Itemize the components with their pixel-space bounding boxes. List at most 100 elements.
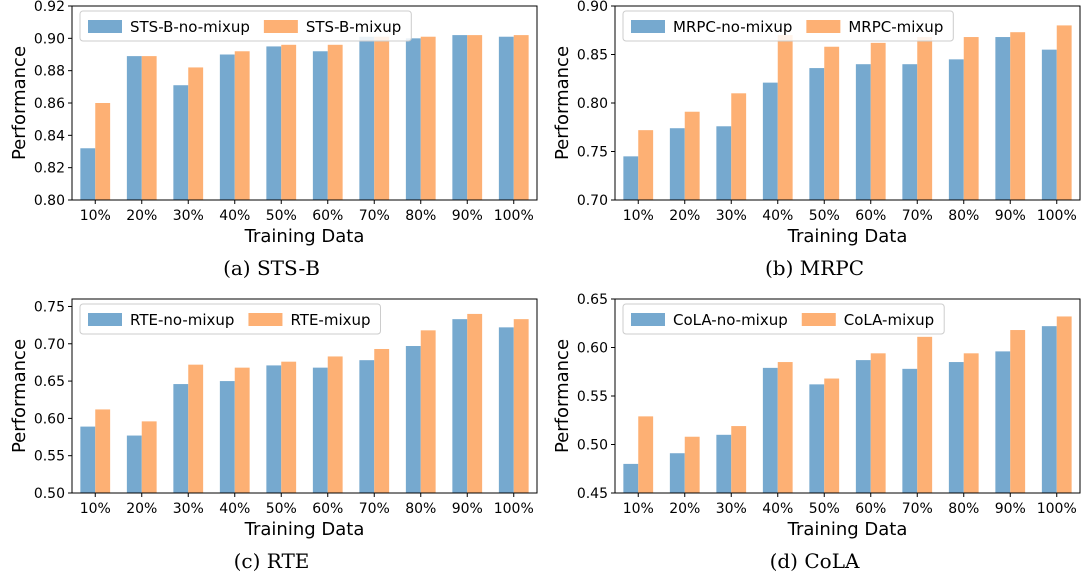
bar-no-mixup bbox=[219, 381, 235, 493]
legend-label-no-mixup: CoLA-no-mixup bbox=[673, 311, 788, 329]
y-tick-label: 0.85 bbox=[577, 48, 608, 64]
caption-mrpc: (b) MRPC bbox=[764, 256, 865, 280]
y-axis-label: Performance bbox=[9, 46, 30, 160]
bar-mixup bbox=[374, 348, 390, 493]
legend-swatch-no-mixup bbox=[631, 313, 665, 326]
x-tick-label: 30% bbox=[716, 208, 747, 224]
bar-mixup bbox=[188, 67, 204, 201]
bar-no-mixup bbox=[855, 360, 871, 493]
y-tick-label: 0.90 bbox=[34, 31, 65, 47]
bar-mixup bbox=[1010, 330, 1026, 493]
bar-no-mixup bbox=[452, 319, 468, 493]
bar-mixup bbox=[870, 353, 886, 493]
x-axis-label: Training Data bbox=[244, 519, 365, 540]
bar-mixup bbox=[281, 44, 297, 200]
x-tick-label: 40% bbox=[762, 208, 793, 224]
chart-panel-rte: 0.50 0.55 0.60 0.65 0.70 0.75 10% 20% 30% 40% 50% 6… bbox=[0, 287, 543, 574]
y-tick-label: 0.86 bbox=[34, 96, 65, 112]
bar-mixup bbox=[141, 56, 157, 201]
x-tick-label: 80% bbox=[405, 501, 436, 517]
x-tick-label: 10% bbox=[623, 208, 654, 224]
bar-no-mixup bbox=[312, 51, 328, 200]
y-tick-label: 0.65 bbox=[577, 292, 608, 308]
x-axis-label: Training Data bbox=[787, 226, 908, 247]
x-tick-label: 90% bbox=[452, 501, 483, 517]
bar-mixup bbox=[281, 361, 297, 493]
bar-no-mixup bbox=[623, 463, 639, 493]
x-tick-label: 90% bbox=[452, 208, 483, 224]
y-tick-label: 0.60 bbox=[577, 341, 608, 357]
chart-mrpc: 0.70 0.75 0.80 0.85 0.90 10% 20% 30% 40% 50% 60% 70… bbox=[552, 0, 1081, 247]
y-axis-label: Performance bbox=[9, 339, 30, 453]
x-tick-label: 100% bbox=[1037, 501, 1077, 517]
bar-no-mixup bbox=[405, 38, 421, 200]
x-tick-label: 70% bbox=[359, 208, 390, 224]
x-tick-label: 30% bbox=[716, 501, 747, 517]
legend: STS-B-no-mixup STS-B-mixup bbox=[79, 10, 412, 42]
x-axis-label: Training Data bbox=[787, 519, 908, 540]
y-tick-label: 0.50 bbox=[34, 486, 65, 502]
bar-mixup bbox=[824, 378, 840, 493]
y-tick-label: 0.55 bbox=[577, 389, 608, 405]
y-tick-label: 0.45 bbox=[577, 486, 608, 502]
bar-no-mixup bbox=[669, 128, 685, 200]
x-tick-label: 50% bbox=[809, 208, 840, 224]
x-tick-label: 30% bbox=[173, 208, 204, 224]
bar-mixup bbox=[95, 103, 111, 200]
bar-mixup bbox=[141, 421, 157, 493]
bar-no-mixup bbox=[359, 360, 375, 493]
bar-no-mixup bbox=[498, 36, 514, 200]
legend-label-no-mixup: MRPC-no-mixup bbox=[673, 18, 792, 36]
bar-no-mixup bbox=[80, 148, 96, 200]
x-tick-label: 100% bbox=[494, 208, 534, 224]
bar-no-mixup bbox=[902, 368, 918, 493]
bar-no-mixup bbox=[126, 435, 142, 493]
legend-label-mixup: RTE-mixup bbox=[290, 311, 370, 329]
legend: RTE-no-mixup RTE-mixup bbox=[79, 303, 381, 335]
chart-panel-cola: 0.45 0.50 0.55 0.60 0.65 10% 20% 30% 40% 50% 60% 70… bbox=[543, 287, 1086, 574]
bar-mixup bbox=[870, 42, 886, 200]
x-tick-label: 40% bbox=[762, 501, 793, 517]
bar-no-mixup bbox=[80, 426, 96, 493]
x-tick-label: 90% bbox=[995, 208, 1026, 224]
bar-no-mixup bbox=[173, 384, 189, 493]
bar-no-mixup bbox=[995, 37, 1011, 200]
chart-cola: 0.45 0.50 0.55 0.60 0.65 10% 20% 30% 40% 50% 60% 70… bbox=[552, 292, 1081, 540]
x-tick-label: 80% bbox=[948, 501, 979, 517]
y-axis-label: Performance bbox=[552, 46, 573, 160]
bar-no-mixup bbox=[809, 384, 825, 493]
bar-mixup bbox=[513, 35, 529, 200]
legend-box bbox=[79, 10, 412, 42]
legend-swatch-no-mixup bbox=[88, 20, 122, 33]
legend-swatch-no-mixup bbox=[88, 313, 122, 326]
bar-no-mixup bbox=[126, 56, 142, 201]
bar-no-mixup bbox=[219, 54, 235, 200]
y-tick-label: 0.55 bbox=[34, 449, 65, 465]
bar-no-mixup bbox=[948, 362, 964, 493]
bar-no-mixup bbox=[1041, 326, 1057, 493]
bar-no-mixup bbox=[173, 85, 189, 200]
bar-mixup bbox=[917, 336, 933, 493]
bar-no-mixup bbox=[359, 36, 375, 200]
legend-swatch-mixup bbox=[248, 313, 283, 326]
bar-mixup bbox=[963, 37, 979, 200]
legend-label-mixup: CoLA-mixup bbox=[844, 311, 934, 329]
bar-no-mixup bbox=[902, 64, 918, 200]
bar-mixup bbox=[731, 426, 747, 493]
x-tick-label: 80% bbox=[948, 208, 979, 224]
bar-mixup bbox=[420, 36, 436, 200]
x-tick-label: 20% bbox=[126, 208, 157, 224]
x-tick-label: 70% bbox=[359, 501, 390, 517]
bar-mixup bbox=[638, 416, 654, 493]
legend: MRPC-no-mixup MRPC-mixup bbox=[622, 10, 954, 42]
bar-mixup bbox=[1010, 32, 1026, 200]
x-tick-label: 60% bbox=[312, 501, 343, 517]
y-tick-label: 0.80 bbox=[34, 193, 65, 209]
y-tick-label: 0.70 bbox=[577, 193, 608, 209]
chart-sts-b: 0.80 0.82 0.84 0.86 0.88 0.90 0.92 10% 20% 30% 40%… bbox=[9, 0, 538, 247]
x-tick-label: 100% bbox=[1037, 208, 1077, 224]
bar-mixup bbox=[1056, 25, 1072, 201]
bar-no-mixup bbox=[266, 365, 282, 493]
x-tick-label: 100% bbox=[494, 501, 534, 517]
x-tick-label: 70% bbox=[902, 208, 933, 224]
